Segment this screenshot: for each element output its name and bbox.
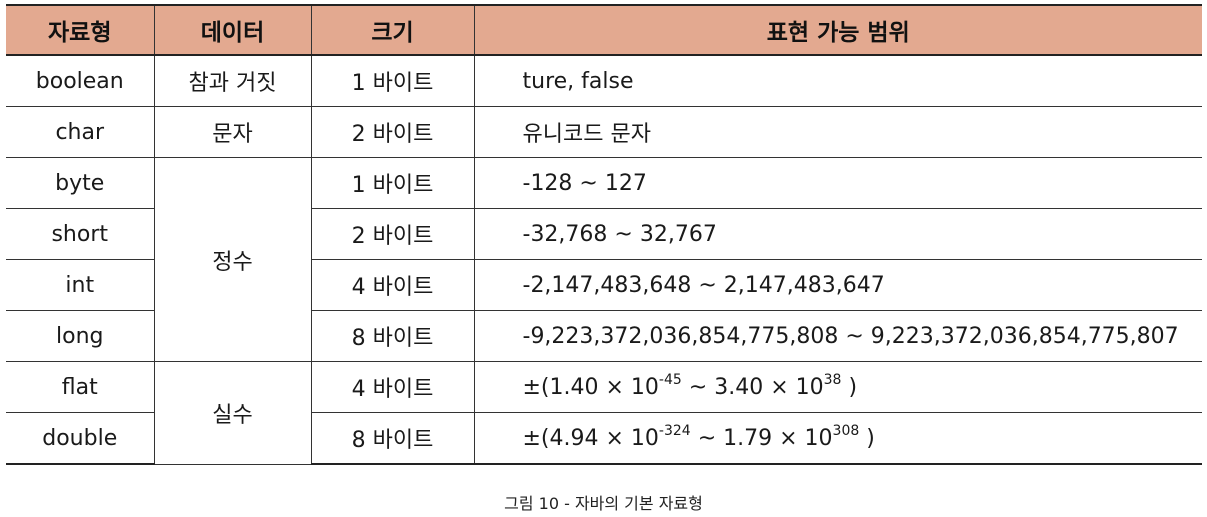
type-cell: byte: [6, 157, 155, 209]
type-cell: char: [6, 106, 155, 158]
table-row: int 4 바이트 -2,147,483,648 ~ 2,147,483,647: [6, 259, 1202, 311]
header-type: 자료형: [6, 4, 155, 56]
type-cell: boolean: [6, 54, 155, 107]
table-row: flat 실수 4 바이트 ±(1.40 × 10-45 ~ 3.40 × 10…: [6, 361, 1202, 465]
size-cell: 2 바이트: [310, 106, 475, 158]
header-size: 크기: [310, 4, 475, 56]
size-cell: 8 바이트: [310, 310, 475, 362]
size-cell: 1 바이트: [310, 54, 475, 107]
range-cell: -2,147,483,648 ~ 2,147,483,647: [473, 259, 1202, 311]
size-cell: 1 바이트: [310, 157, 475, 209]
category-cell-real: 실수: [153, 361, 312, 465]
range-exponent-max: 38: [823, 371, 842, 388]
size-cell: 8 바이트: [310, 412, 475, 465]
range-exponent-min: -324: [658, 422, 691, 439]
table-header-row: 자료형 데이터 크기 표현 가능 범위: [6, 4, 1202, 56]
figure-caption: 그림 10 - 자바의 기본 자료형: [504, 494, 703, 513]
table-row: char 문자 2 바이트 유니코드 문자: [6, 106, 1202, 158]
range-exponent-max: 308: [832, 422, 860, 439]
range-cell: -32,768 ~ 32,767: [473, 208, 1202, 260]
size-cell: 4 바이트: [310, 361, 475, 413]
range-middle: ~ 1.79 × 10: [690, 425, 833, 451]
header-data: 데이터: [153, 4, 312, 56]
table-row: byte 정수 1 바이트 -128 ~ 127: [6, 157, 1202, 362]
range-cell: -9,223,372,036,854,775,808 ~ 9,223,372,0…: [473, 310, 1202, 362]
range-middle: ~ 3.40 × 10: [681, 374, 824, 400]
table-row: long 8 바이트 -9,223,372,036,854,775,808 ~ …: [6, 310, 1202, 362]
range-suffix: ): [859, 425, 875, 451]
table-row: boolean 참과 거짓 1 바이트 ture, false: [6, 54, 1202, 107]
range-cell: ±(1.40 × 10-45 ~ 3.40 × 1038 ): [473, 361, 1202, 413]
table-row: short 2 바이트 -32,768 ~ 32,767: [6, 208, 1202, 260]
java-primitive-types-table: 자료형 데이터 크기 표현 가능 범위 boolean 참과 거짓 1 바이트 …: [6, 4, 1202, 465]
type-cell: long: [6, 310, 155, 362]
range-exponent-min: -45: [658, 371, 682, 388]
range-cell: ±(4.94 × 10-324 ~ 1.79 × 10308 ): [473, 412, 1202, 465]
category-cell: 문자: [153, 106, 312, 158]
header-range: 표현 가능 범위: [473, 4, 1202, 56]
range-cell: ture, false: [473, 54, 1202, 107]
range-prefix: ±(4.94 × 10: [522, 425, 659, 451]
type-cell: short: [6, 208, 155, 260]
table-row: double 8 바이트 ±(4.94 × 10-324 ~ 1.79 × 10…: [6, 412, 1202, 465]
size-cell: 4 바이트: [310, 259, 475, 311]
range-cell: 유니코드 문자: [473, 106, 1202, 158]
range-cell: -128 ~ 127: [473, 157, 1202, 209]
type-cell: double: [6, 412, 155, 465]
category-cell: 참과 거짓: [153, 54, 312, 107]
range-prefix: ±(1.40 × 10: [522, 374, 659, 400]
data-type-table-container: 자료형 데이터 크기 표현 가능 범위 boolean 참과 거짓 1 바이트 …: [6, 4, 1202, 465]
category-cell-integer: 정수: [153, 157, 312, 362]
size-cell: 2 바이트: [310, 208, 475, 260]
type-cell: flat: [6, 361, 155, 413]
type-cell: int: [6, 259, 155, 311]
range-suffix: ): [841, 374, 858, 400]
